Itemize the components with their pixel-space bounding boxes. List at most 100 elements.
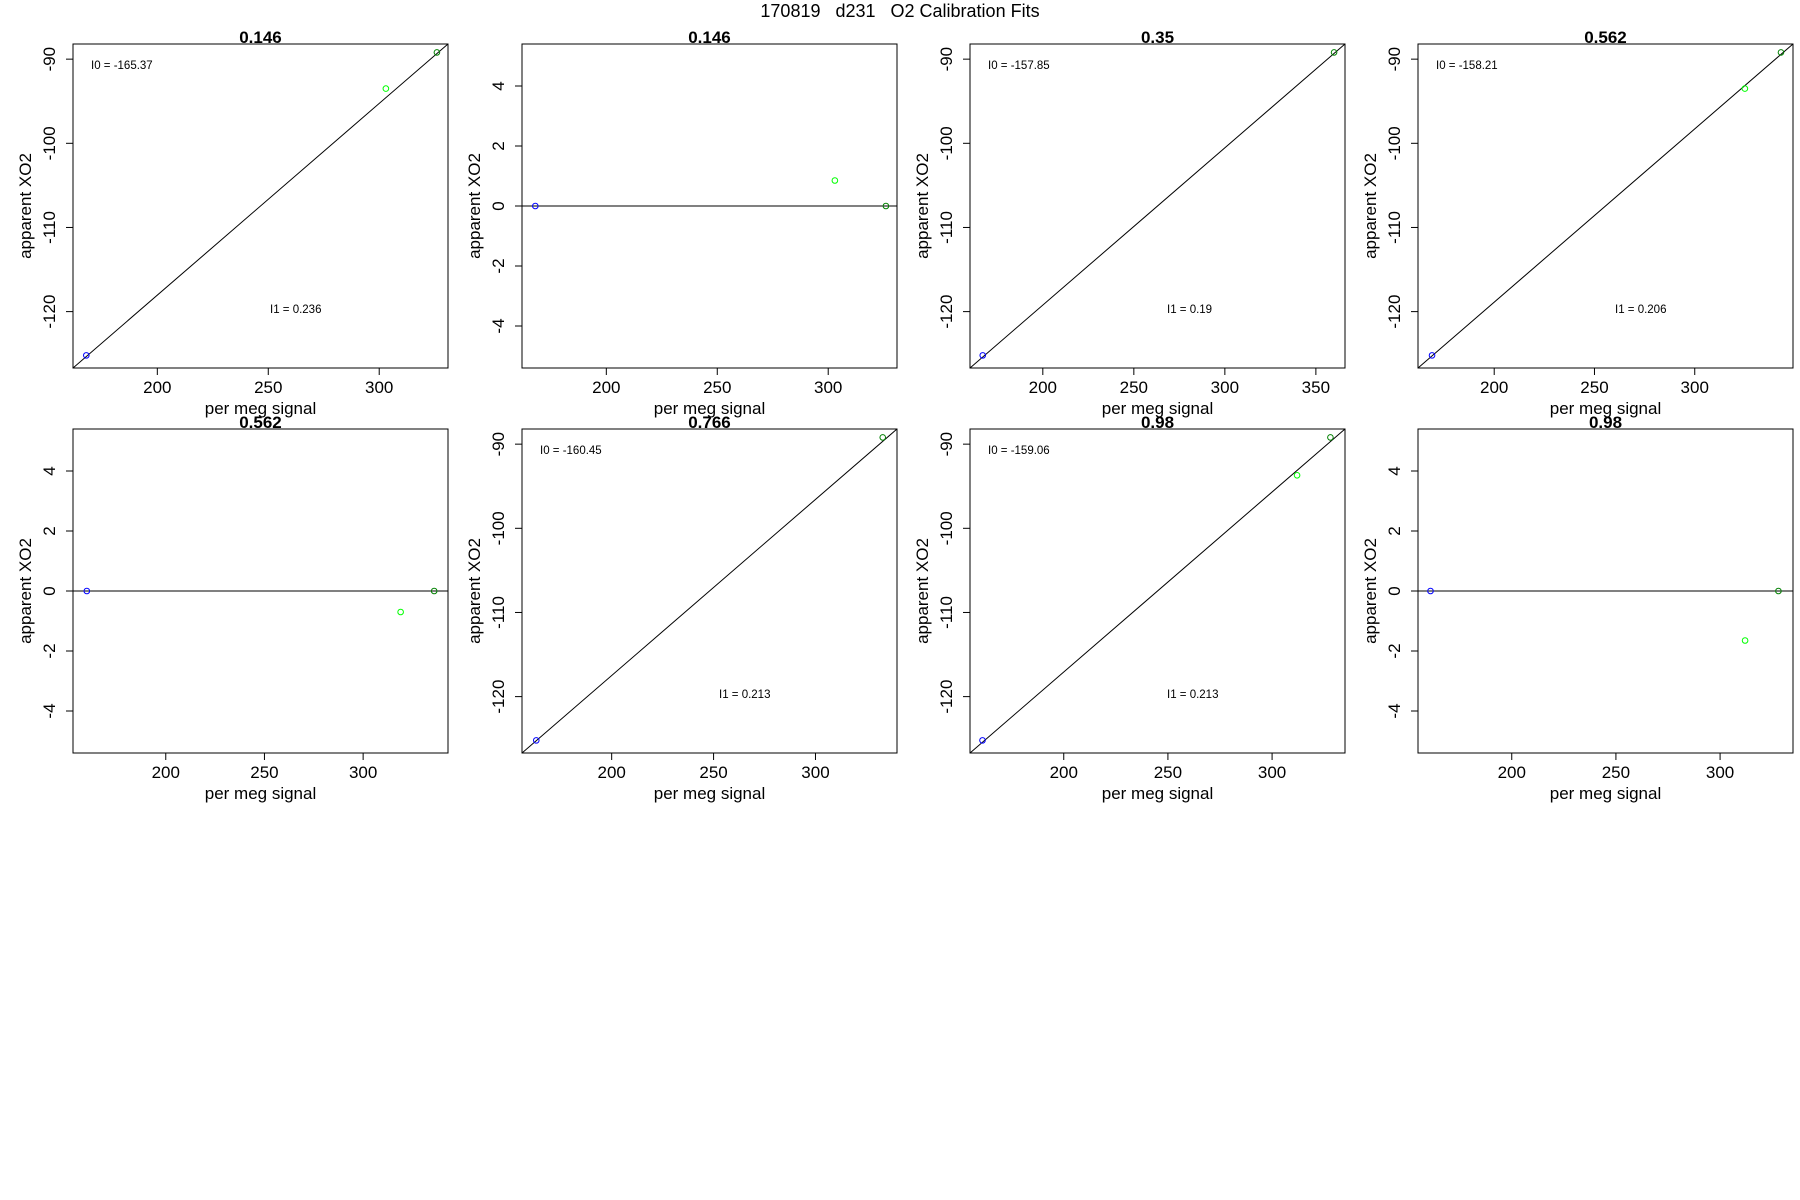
x-tick-label: 300 — [1681, 378, 1709, 397]
data-point — [1427, 587, 1434, 595]
y-tick-label: -4 — [40, 703, 59, 718]
data-point — [433, 49, 441, 56]
data-point — [979, 737, 986, 744]
y-tick-label: 0 — [40, 586, 59, 595]
y-axis-label: apparent XO2 — [16, 153, 35, 259]
data-point — [532, 202, 539, 210]
figure-title: 170819 d231 O2 Calibration Fits — [760, 1, 1040, 21]
panel-title: 0.146 — [239, 28, 282, 47]
data-point — [1777, 49, 1785, 56]
y-tick-label: -110 — [489, 596, 508, 629]
panel-2: 200 250 300 4 2 0 -2 -4 per meg signal apparent X… — [465, 28, 898, 418]
slope-annotation: I1 = 0.213 — [1167, 689, 1218, 701]
data-point — [1741, 637, 1749, 644]
y-tick-label: -100 — [937, 511, 956, 545]
y-tick-label: -2 — [40, 643, 59, 658]
x-tick-label: 200 — [597, 763, 625, 782]
data-point — [397, 608, 404, 616]
fit-line — [970, 44, 1345, 368]
x-axis-label: per meg signal — [654, 784, 766, 803]
x-tick-label: 200 — [1029, 378, 1057, 397]
y-tick-label: -120 — [937, 295, 956, 329]
x-axis-label: per meg signal — [1550, 399, 1662, 418]
intercept-annotation: I0 = -160.45 — [540, 445, 602, 457]
x-tick-label: 250 — [1154, 763, 1182, 782]
y-tick-label: 2 — [40, 526, 59, 535]
data-point — [532, 737, 540, 744]
x-tick-label: 350 — [1302, 378, 1330, 397]
y-axis-label: apparent XO2 — [1361, 153, 1380, 259]
x-tick-label: 300 — [1258, 763, 1286, 782]
data-point — [1330, 49, 1338, 56]
y-tick-label: -4 — [1385, 703, 1404, 718]
data-point — [83, 352, 90, 359]
y-tick-label: -110 — [937, 596, 956, 629]
panel-title: 0.35 — [1141, 28, 1174, 47]
x-tick-label: 200 — [1480, 378, 1508, 397]
data-point — [879, 434, 887, 441]
x-axis-label: per meg signal — [1102, 784, 1214, 803]
y-tick-label: -120 — [937, 680, 956, 714]
x-axis-label: per meg signal — [654, 399, 766, 418]
x-tick-label: 300 — [365, 378, 393, 397]
panel-5: 200 250 300 4 2 0 -2 -4 per meg signal apparent X… — [16, 413, 449, 803]
x-tick-label: 300 — [814, 378, 842, 397]
fit-line — [1418, 44, 1793, 368]
intercept-annotation: I0 = -158.21 — [1436, 60, 1498, 72]
y-tick-label: 0 — [1385, 586, 1404, 595]
x-tick-label: 250 — [1602, 763, 1630, 782]
panel-title: 0.98 — [1589, 413, 1622, 432]
x-tick-label: 200 — [152, 763, 180, 782]
y-tick-label: -90 — [1385, 47, 1404, 72]
data-point — [1293, 471, 1301, 479]
y-tick-label: -120 — [40, 295, 59, 329]
x-axis-label: per meg signal — [1102, 399, 1214, 418]
x-tick-label: 250 — [1120, 378, 1148, 397]
data-point — [882, 202, 890, 210]
y-tick-label: -120 — [489, 680, 508, 714]
slope-annotation: I1 = 0.236 — [270, 304, 321, 316]
y-tick-label: -90 — [489, 432, 508, 457]
x-tick-label: 300 — [1211, 378, 1239, 397]
y-axis-label: apparent XO2 — [913, 153, 932, 259]
y-tick-label: -2 — [489, 258, 508, 273]
panel-title: 0.562 — [1584, 28, 1627, 47]
panel-7: 200 250 300 -90 -100 -110 -120 per meg signal ap… — [913, 413, 1346, 803]
y-axis-label: apparent XO2 — [913, 538, 932, 644]
intercept-annotation: I0 = -165.37 — [91, 60, 153, 72]
y-tick-label: -100 — [489, 511, 508, 545]
slope-annotation: I1 = 0.213 — [719, 689, 770, 701]
x-tick-label: 250 — [250, 763, 278, 782]
data-point — [1327, 434, 1334, 441]
panel-8: 200 250 300 4 2 0 -2 -4 per meg signal apparent X… — [1361, 413, 1794, 803]
panel-title: 0.766 — [688, 413, 731, 432]
y-tick-label: 4 — [1385, 466, 1404, 475]
data-point — [1741, 85, 1749, 92]
panel-title: 0.98 — [1141, 413, 1174, 432]
x-tick-label: 250 — [703, 378, 731, 397]
fit-line — [522, 429, 897, 753]
data-point — [1428, 352, 1436, 359]
y-tick-label: -110 — [1385, 211, 1404, 244]
y-axis-label: apparent XO2 — [465, 538, 484, 644]
panel-title: 0.562 — [239, 413, 282, 432]
fit-line — [970, 429, 1345, 753]
data-point — [83, 587, 91, 595]
data-point — [831, 177, 839, 184]
data-point — [430, 587, 438, 595]
y-tick-label: -90 — [937, 432, 956, 457]
x-tick-label: 250 — [1580, 378, 1608, 397]
y-tick-label: -90 — [40, 47, 59, 72]
intercept-annotation: I0 = -157.85 — [988, 60, 1050, 72]
y-tick-label: -120 — [1385, 295, 1404, 329]
y-tick-label: -110 — [937, 211, 956, 244]
x-axis-label: per meg signal — [205, 784, 317, 803]
y-tick-label: 4 — [489, 81, 508, 90]
intercept-annotation: I0 = -159.06 — [988, 445, 1050, 457]
x-tick-label: 200 — [1498, 763, 1526, 782]
y-tick-label: -2 — [1385, 643, 1404, 658]
panel-title: 0.146 — [688, 28, 731, 47]
y-tick-label: 2 — [489, 141, 508, 150]
panel-6: 200 250 300 -90 -100 -110 -120 per meg signal ap… — [465, 413, 898, 803]
